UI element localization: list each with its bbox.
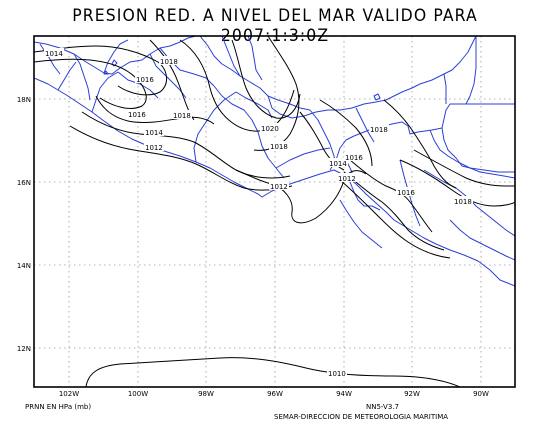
lat-tick-label: 14N <box>17 262 31 270</box>
isobars <box>34 36 515 387</box>
isobar-label: 1018 <box>173 112 191 120</box>
isobar-label: 1010 <box>328 370 346 378</box>
lon-tick-label: 94W <box>336 390 352 398</box>
isobar-label: 1012 <box>338 175 356 183</box>
isobar-label: 1018 <box>370 126 388 134</box>
lon-tick-label: 98W <box>198 390 214 398</box>
lon-tick-label: 100W <box>128 390 148 398</box>
isobar-label: 1016 <box>345 154 363 162</box>
variable-label: PRNN EN HPa (mb) <box>25 403 92 411</box>
isobar-label: 1020 <box>261 125 279 133</box>
longitude-ticks: 102W 100W 98W 96W 94W 92W 90W <box>59 390 489 398</box>
isobar-label: 1016 <box>397 189 415 197</box>
lon-tick-label: 90W <box>473 390 489 398</box>
isobar-label: 1014 <box>145 129 163 137</box>
isobar-label: 1016 <box>136 76 154 84</box>
lat-tick-label: 16N <box>17 179 31 187</box>
isobar-label: 1018 <box>270 143 288 151</box>
isobar-label: 1018 <box>160 58 178 66</box>
lat-tick-label: 12N <box>17 345 31 353</box>
lon-tick-label: 92W <box>404 390 420 398</box>
grid-lines <box>34 36 515 387</box>
isobar-label: 1012 <box>270 183 288 191</box>
map-frame <box>33 35 516 388</box>
isobar-label: 1014 <box>45 50 63 58</box>
lon-tick-label: 96W <box>267 390 283 398</box>
lon-tick-label: 102W <box>59 390 79 398</box>
isobar-label: 1016 <box>128 111 146 119</box>
latitude-ticks: 18N 16N 14N 12N <box>17 96 31 353</box>
model-version: NN5-V3.7 <box>366 403 399 411</box>
credit-line: SEMAR-DIRECCION DE METEOROLOGIA MARITIMA <box>274 413 449 421</box>
isobar-label: 1012 <box>145 144 163 152</box>
isobar-label: 1018 <box>454 198 472 206</box>
isobar-label-group: 1014 1016 1018 1016 1018 1014 1012 1018 … <box>44 48 473 378</box>
coastline <box>34 36 515 287</box>
lat-tick-label: 18N <box>17 96 31 104</box>
isobar-label: 1014 <box>329 160 347 168</box>
